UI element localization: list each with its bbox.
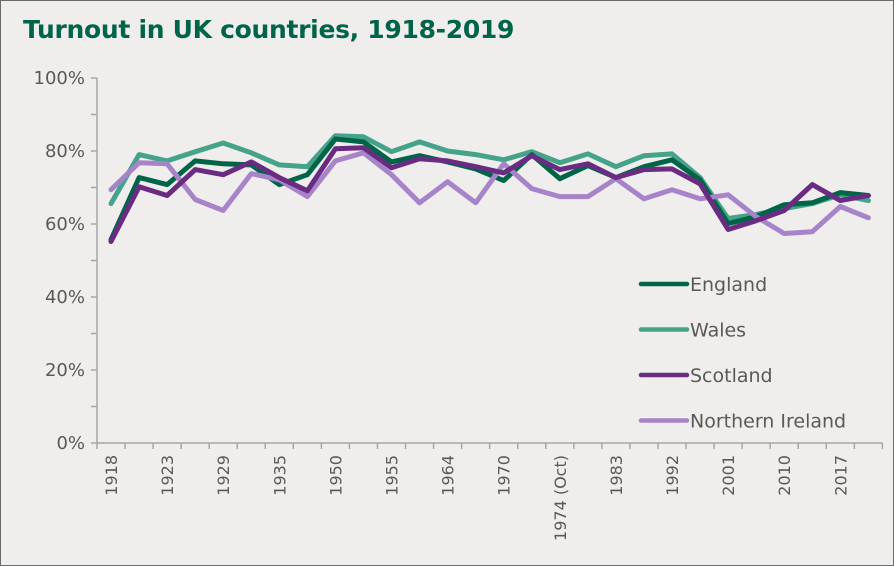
axes: 0% 20% 40% 60% 80% 100% 1918 1923 1929 1935 1950 19…	[34, 68, 884, 541]
x-tick-label: 1950	[326, 455, 345, 496]
chart-title: Turnout in UK countries, 1918-2019	[23, 15, 515, 44]
x-tick-label: 1964	[439, 455, 458, 496]
legend: England Wales Scotland Northern Ireland	[638, 274, 846, 433]
x-tick-label: 1955	[383, 455, 402, 496]
legend-label: England	[690, 274, 767, 296]
series-line-wales	[108, 133, 871, 221]
legend-item-scotland: Scotland	[638, 365, 773, 387]
x-tick-label: 2017	[831, 455, 850, 496]
x-tick-label: 2001	[719, 455, 738, 496]
legend-label: Northern Ireland	[690, 411, 846, 433]
y-tick-label: 80%	[45, 141, 85, 162]
y-tick-label: 40%	[45, 287, 85, 308]
legend-label: Scotland	[690, 365, 773, 387]
x-tick-label: 1918	[102, 455, 121, 496]
series-line-england	[108, 136, 871, 243]
series-line-scotland	[108, 145, 871, 244]
legend-item-wales: Wales	[638, 320, 746, 342]
x-tick-label: 1970	[495, 455, 514, 496]
x-tick-label: 1929	[214, 455, 233, 496]
y-tick-label: 20%	[45, 360, 85, 381]
x-tick-label: 1935	[270, 455, 289, 496]
series-lines	[108, 133, 871, 244]
y-tick-label: 0%	[56, 433, 85, 454]
x-tick-label: 1923	[158, 455, 177, 496]
x-tick-label: 2010	[775, 455, 794, 496]
y-tick-label: 60%	[45, 214, 85, 235]
legend-item-england: England	[638, 274, 767, 296]
x-tick-label: 1974 (Oct)	[551, 455, 570, 541]
x-tick-label: 1992	[663, 455, 682, 496]
series-line-northern-ireland	[108, 150, 871, 236]
legend-label: Wales	[690, 320, 746, 342]
y-tick-label: 100%	[34, 68, 85, 89]
x-tick-label: 1983	[607, 455, 626, 496]
legend-item-northern-ireland: Northern Ireland	[638, 411, 846, 433]
